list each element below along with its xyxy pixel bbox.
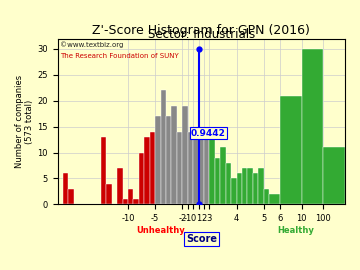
- Bar: [182, 106, 188, 204]
- Bar: [247, 168, 253, 204]
- Bar: [101, 137, 106, 204]
- Bar: [188, 132, 193, 204]
- Bar: [63, 173, 68, 204]
- Bar: [204, 132, 210, 204]
- Bar: [220, 147, 226, 204]
- Bar: [171, 106, 177, 204]
- Bar: [193, 137, 199, 204]
- Bar: [264, 189, 269, 204]
- Bar: [134, 199, 139, 204]
- Bar: [231, 178, 237, 204]
- Bar: [139, 153, 144, 204]
- Bar: [123, 199, 128, 204]
- Bar: [323, 147, 345, 204]
- Bar: [177, 132, 182, 204]
- Bar: [161, 90, 166, 204]
- X-axis label: Score: Score: [186, 234, 217, 244]
- Text: 0.9442: 0.9442: [191, 129, 226, 138]
- Bar: [106, 184, 112, 204]
- Bar: [237, 173, 242, 204]
- Bar: [269, 194, 280, 204]
- Bar: [302, 49, 323, 204]
- Bar: [210, 137, 215, 204]
- Bar: [258, 168, 264, 204]
- Bar: [242, 168, 247, 204]
- Text: Unhealthy: Unhealthy: [136, 226, 185, 235]
- Text: ©www.textbiz.org: ©www.textbiz.org: [60, 41, 123, 48]
- Text: Healthy: Healthy: [278, 226, 315, 235]
- Bar: [155, 116, 161, 204]
- Bar: [280, 96, 302, 204]
- Title: Z'-Score Histogram for GPN (2016): Z'-Score Histogram for GPN (2016): [92, 25, 310, 38]
- Text: The Research Foundation of SUNY: The Research Foundation of SUNY: [60, 53, 179, 59]
- Bar: [144, 137, 150, 204]
- Y-axis label: Number of companies
(573 total): Number of companies (573 total): [15, 75, 35, 168]
- Bar: [253, 173, 258, 204]
- Bar: [150, 132, 155, 204]
- Bar: [215, 158, 220, 204]
- Bar: [199, 132, 204, 204]
- Bar: [117, 168, 123, 204]
- Bar: [166, 116, 171, 204]
- Bar: [128, 189, 134, 204]
- Text: Sector: Industrials: Sector: Industrials: [148, 28, 255, 41]
- Bar: [68, 189, 74, 204]
- Bar: [226, 163, 231, 204]
